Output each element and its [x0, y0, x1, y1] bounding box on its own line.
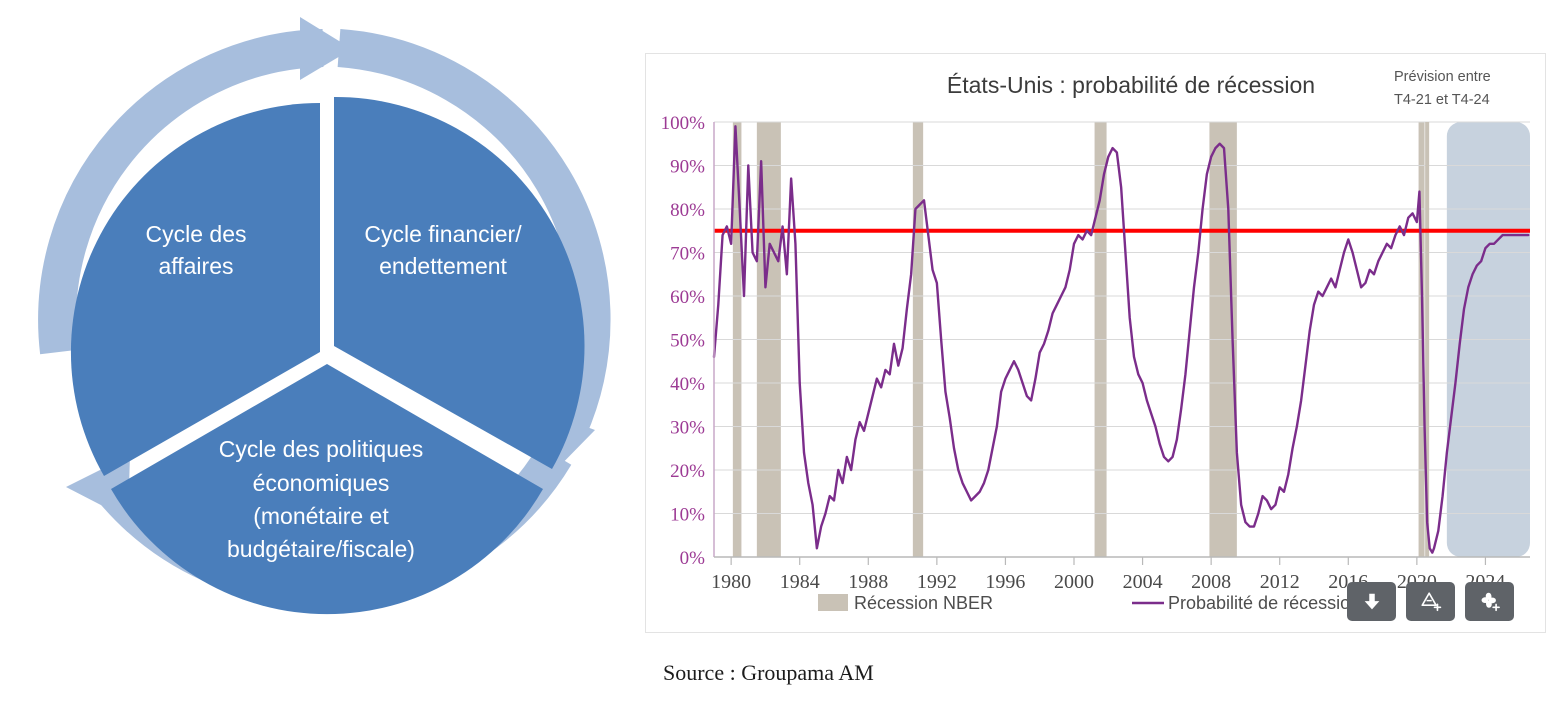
segment-label-financial-cycle: Cycle financier/ endettement — [364, 221, 522, 279]
x-tick-label: 2000 — [1054, 571, 1094, 593]
y-tick-label: 0% — [680, 548, 706, 569]
chart-panel: États-Unis : probabilité de récession Pr… — [645, 53, 1546, 633]
x-tick-label: 2012 — [1260, 571, 1300, 593]
save-to-drive-button[interactable] — [1406, 582, 1455, 621]
chart-title: États-Unis : probabilité de récession — [947, 72, 1315, 98]
y-tick-label: 80% — [670, 200, 705, 221]
drive-add-icon — [1419, 590, 1443, 614]
segment-label-line: budgétaire/fiscale) — [227, 536, 415, 562]
y-tick-label: 30% — [670, 418, 705, 439]
segment-label-line: (monétaire et — [253, 503, 389, 529]
x-tick-label: 1980 — [711, 571, 751, 593]
legend-label-recession-probability: Probabilité de récession — [1168, 593, 1360, 613]
segment-label-line: Cycle des — [146, 221, 247, 247]
legend-label-recession-nber: Récession NBER — [854, 593, 993, 613]
cycle-segments — [70, 96, 585, 615]
forecast-note-line-1: Prévision entre — [1394, 69, 1491, 85]
chart-legend: Récession NBER Probabilité de récession — [818, 593, 1360, 613]
source-caption: Source : Groupama AM — [663, 660, 874, 685]
floating-action-buttons — [1347, 582, 1514, 621]
y-tick-label: 40% — [670, 374, 705, 395]
save-to-photos-button[interactable] — [1465, 582, 1514, 621]
segment-label-line: affaires — [158, 253, 233, 279]
y-tick-label: 20% — [670, 461, 705, 482]
x-tick-label: 1992 — [917, 571, 957, 593]
forecast-note: Prévision entre T4-21 et T4-24 — [1394, 69, 1491, 108]
series-recession-probability — [712, 125, 1530, 554]
cycle-diagram: Cycle des affaires Cycle financier/ ende… — [0, 0, 640, 680]
segment-label-line: endettement — [379, 253, 507, 279]
download-button[interactable] — [1347, 582, 1396, 621]
y-tick-label: 100% — [661, 113, 706, 134]
forecast-note-line-2: T4-21 et T4-24 — [1394, 92, 1490, 108]
segment-business-cycle[interactable] — [70, 102, 321, 476]
y-tick-label: 60% — [670, 287, 705, 308]
y-tick-label: 10% — [670, 505, 705, 526]
segment-label-policy-cycle: Cycle des politiques économiques (monéta… — [219, 436, 424, 562]
legend-swatch-recession-nber — [818, 594, 848, 611]
segment-label-line: Cycle financier/ — [364, 221, 522, 247]
photos-add-icon — [1478, 590, 1502, 614]
x-tick-label: 1984 — [780, 571, 820, 593]
x-tick-label: 2008 — [1191, 571, 1231, 593]
x-tick-label: 1996 — [985, 571, 1025, 593]
download-icon — [1361, 591, 1383, 613]
segment-label-line: économiques — [253, 470, 390, 496]
y-tick-label: 90% — [670, 157, 705, 178]
x-tick-label: 1988 — [848, 571, 888, 593]
y-tick-label: 70% — [670, 244, 705, 265]
axis-lines — [713, 122, 1530, 558]
y-axis-tick-labels: 0% 10% 20% 30% 40% 50% 60% 70% 80% 90% 100% — [661, 113, 706, 569]
segment-label-business-cycle: Cycle des affaires — [146, 221, 247, 279]
segment-label-line: Cycle des politiques — [219, 436, 424, 462]
recession-probability-line — [712, 125, 1530, 554]
y-tick-label: 50% — [670, 331, 705, 352]
segment-financial-cycle[interactable] — [334, 96, 585, 470]
gridlines — [714, 121, 1530, 514]
x-tick-label: 2004 — [1123, 571, 1163, 593]
segment-policy-cycle[interactable] — [111, 364, 543, 615]
